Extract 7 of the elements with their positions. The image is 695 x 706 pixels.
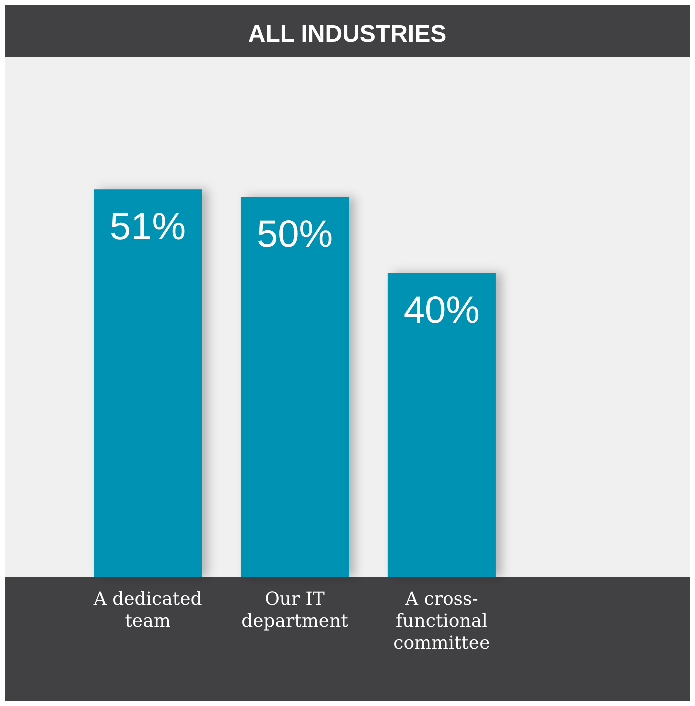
data-label: 50% <box>256 214 334 256</box>
x-tick-label: Our IT department <box>242 589 350 632</box>
x-tick-label: A dedicated team <box>92 589 202 632</box>
chart-title: ALL INDUSTRIES <box>248 21 447 48</box>
data-label: 51% <box>110 206 186 249</box>
x-tick-label: A cross-functional committee <box>394 589 490 654</box>
data-label: 40% <box>404 290 480 332</box>
